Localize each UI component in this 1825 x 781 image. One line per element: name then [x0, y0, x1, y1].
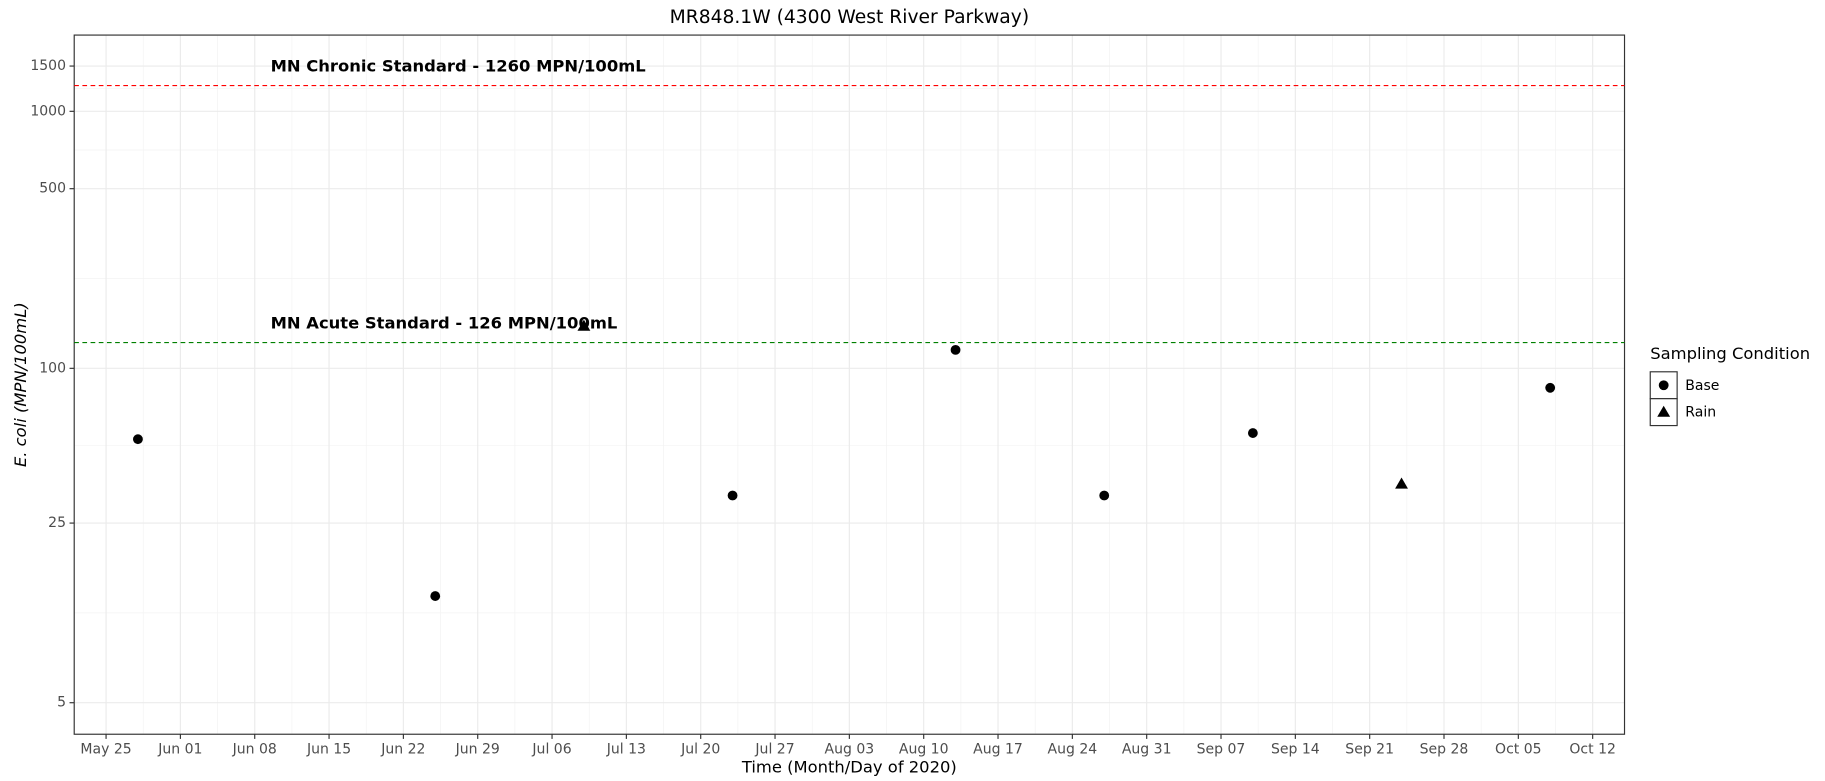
- y-tick-label: 100: [39, 360, 66, 376]
- x-tick-label: Sep 21: [1345, 741, 1394, 757]
- x-tick-label: Jun 29: [455, 741, 500, 757]
- x-tick-label: Aug 17: [973, 741, 1023, 757]
- x-tick-label: May 25: [80, 741, 131, 757]
- x-tick-label: Jul 13: [606, 741, 646, 757]
- x-tick-label: Aug 24: [1048, 741, 1098, 757]
- x-tick-label: Jul 27: [754, 741, 794, 757]
- x-tick-label: Sep 14: [1271, 741, 1320, 757]
- y-tick-label: 5: [57, 695, 66, 711]
- legend-label: Rain: [1685, 405, 1716, 421]
- point: [1395, 477, 1408, 489]
- point: [1247, 428, 1258, 438]
- y-tick-label: 500: [39, 181, 66, 197]
- x-tick-label: Oct 05: [1495, 741, 1542, 757]
- x-axis-label: Time (Month/Day of 2020): [741, 758, 957, 777]
- plot-border: [73, 34, 1626, 735]
- reference-label: MN Acute Standard - 126 MPN/100mL: [271, 313, 618, 332]
- legend-symbol: [1657, 405, 1671, 417]
- legend-title: Sampling Condition: [1650, 344, 1810, 363]
- legend-symbol: [1658, 380, 1669, 391]
- x-tick-label: Sep 07: [1197, 741, 1246, 757]
- x-tick-label: Jun 15: [306, 741, 351, 757]
- x-tick-label: Jun 08: [232, 741, 277, 757]
- chart-title: MR848.1W (4300 West River Parkway): [670, 7, 1030, 28]
- legend-label: Base: [1685, 378, 1719, 394]
- point: [1545, 382, 1556, 393]
- y-axis-label: E. coli (MPN/100mL): [11, 302, 30, 467]
- reference-label: MN Chronic Standard - 1260 MPN/100mL: [271, 56, 646, 75]
- x-tick-label: Aug 31: [1122, 741, 1172, 757]
- x-tick-label: Aug 03: [825, 741, 875, 757]
- x-tick-label: Jun 01: [157, 741, 202, 757]
- point: [430, 591, 441, 601]
- point: [1099, 490, 1110, 501]
- y-tick-label: 1500: [30, 58, 66, 74]
- x-tick-label: Oct 12: [1569, 741, 1616, 757]
- point: [950, 344, 961, 355]
- x-tick-label: Sep 28: [1420, 741, 1469, 757]
- point: [727, 490, 738, 501]
- point: [577, 319, 591, 331]
- y-tick-label: 25: [48, 515, 66, 531]
- y-tick-label: 1000: [30, 103, 66, 119]
- x-tick-label: Jun 22: [380, 741, 425, 757]
- x-tick-label: Aug 10: [899, 741, 949, 757]
- x-tick-label: Jul 20: [680, 741, 720, 757]
- point: [133, 434, 143, 445]
- x-tick-label: Jul 06: [531, 741, 571, 757]
